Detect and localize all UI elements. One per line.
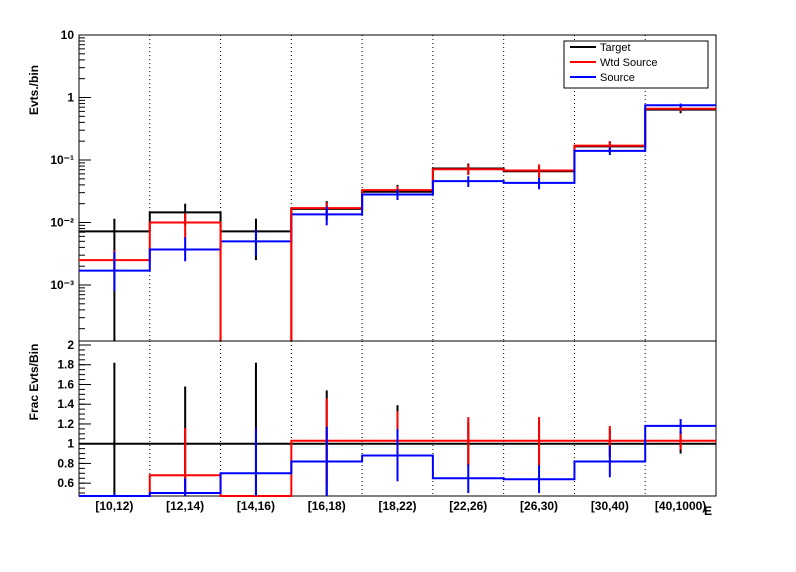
legend-wtd-source-label: Wtd Source bbox=[600, 57, 657, 69]
upper-y-axis-label: Evts./bin bbox=[27, 65, 41, 115]
lower-y-tick-label: 0.6 bbox=[57, 476, 74, 490]
x-tick-label: [18,22) bbox=[378, 499, 416, 513]
lower-series bbox=[79, 362, 716, 497]
upper-axis-ticks: 10 1 10⁻¹ 10⁻² 10⁻³ bbox=[50, 28, 91, 330]
lower-y-tick-label: 1.6 bbox=[57, 377, 74, 391]
upper-series-source bbox=[79, 103, 716, 292]
upper-y-tick-label: 10⁻³ bbox=[50, 278, 74, 292]
x-tick-label: [40,1000) bbox=[655, 499, 706, 513]
x-tick-label: [30,40) bbox=[591, 499, 629, 513]
legend-target-label: Target bbox=[600, 42, 631, 54]
upper-y-tick-label: 10 bbox=[61, 28, 75, 42]
lower-y-tick-label: 1.4 bbox=[57, 397, 74, 411]
lower-step-line bbox=[79, 439, 716, 497]
upper-y-tick-label: 1 bbox=[67, 91, 74, 105]
lower-y-axis-label: Frac Evts/Bin bbox=[27, 344, 41, 421]
x-tick-label: [16,18) bbox=[308, 499, 346, 513]
lower-y-tick-label: 1 bbox=[67, 437, 74, 451]
legend-source-label: Source bbox=[600, 72, 635, 84]
lower-y-tick-label: 0.8 bbox=[57, 456, 74, 470]
upper-series bbox=[79, 103, 716, 352]
lower-y-tick-label: 1.8 bbox=[57, 358, 74, 372]
legend: Target Wtd Source Source bbox=[563, 40, 709, 89]
lower-y-tick-label: 2 bbox=[67, 338, 74, 352]
lower-y-tick-label: 1.2 bbox=[57, 417, 74, 431]
x-tick-label: [26,30) bbox=[520, 499, 558, 513]
legend-box bbox=[563, 40, 709, 89]
lower-series-source bbox=[79, 419, 716, 497]
upper-y-tick-label: 10⁻¹ bbox=[50, 153, 74, 167]
x-tick-label: [22,26) bbox=[449, 499, 487, 513]
lower-axis-ticks: 0.6 0.8 1 1.2 1.4 1.6 1.8 2 bbox=[57, 338, 91, 494]
x-tick-label: [10,12) bbox=[95, 499, 133, 513]
x-tick-labels: [10,12) [12,14) [14,16) [16,18) [18,22) [22,2… bbox=[95, 499, 706, 513]
upper-panel: 10 1 10⁻¹ 10⁻² 10⁻³ Evts./bin Target Wtd Sou… bbox=[27, 28, 717, 352]
x-axis-label: E bbox=[704, 504, 712, 518]
lower-panel: 0.6 0.8 1 1.2 1.4 1.6 1.8 2 [10,12) [12,14) [14,1… bbox=[27, 338, 717, 518]
upper-y-tick-label: 10⁻² bbox=[50, 216, 74, 230]
x-tick-label: [12,14) bbox=[166, 499, 204, 513]
x-tick-label: [14,16) bbox=[237, 499, 275, 513]
